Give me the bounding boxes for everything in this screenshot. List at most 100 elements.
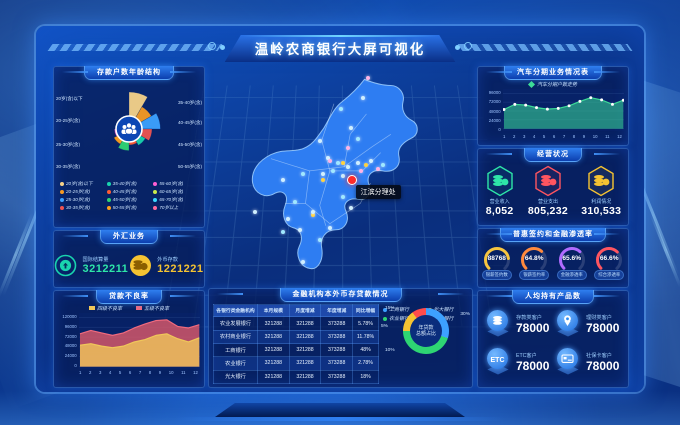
map-marker-active[interactable]: [346, 175, 357, 185]
x-tick-label: 8: [148, 370, 152, 375]
map-dot[interactable]: [338, 106, 343, 111]
gauge-overall-penetration: 66.6% 综合渗透率: [592, 244, 626, 280]
map-dot-layer: [212, 72, 464, 288]
x-tick-label: 9: [158, 370, 162, 375]
map-dot[interactable]: [376, 167, 381, 172]
stat-value: 78000: [516, 320, 550, 335]
donut-ring[interactable]: [403, 308, 450, 354]
x-tick-label: 4: [532, 134, 536, 139]
x-tick-label: 5: [542, 134, 546, 139]
background-beam: [649, 212, 680, 288]
x-tick-label: 3: [522, 134, 526, 139]
x-tick-label: 10: [592, 134, 598, 139]
map-dot[interactable]: [356, 136, 361, 141]
map-dot[interactable]: [298, 227, 303, 232]
stat-value: 78000: [516, 358, 550, 373]
map-dot[interactable]: [285, 216, 290, 221]
map-dot[interactable]: [366, 76, 371, 81]
wenling-map[interactable]: 江滨分理处: [212, 72, 464, 288]
map-dot[interactable]: [361, 95, 366, 100]
panel-title: 普惠签约和金融渗透率: [500, 228, 606, 242]
header: 温岭农商银行大屏可视化: [36, 30, 644, 62]
screen-stand: [215, 403, 465, 417]
map-dot[interactable]: [381, 162, 386, 167]
map-dot[interactable]: [336, 160, 340, 165]
map-dot[interactable]: [300, 171, 305, 176]
gauge-label: 银薪签约数: [481, 270, 512, 280]
x-tick-label: 8: [572, 134, 576, 139]
x-tick-label: 11: [605, 134, 610, 139]
map-dot[interactable]: [356, 160, 361, 165]
y-tick-label: 96000: [488, 90, 501, 95]
map-dot[interactable]: [368, 158, 373, 163]
map-dot[interactable]: [310, 212, 315, 217]
table-row: 农业发展银行 321288 321288 373288 5.78%: [213, 316, 380, 331]
panel-title: 贷款不良率: [96, 290, 162, 304]
stat-label: 营业收入: [489, 199, 510, 205]
stat-value: 78000: [586, 320, 620, 335]
map-dot[interactable]: [358, 169, 363, 174]
age-label: 25-30岁(含): [56, 142, 80, 147]
loan-legend: 汽车分期户数走势: [478, 80, 628, 89]
revenue-hexagon-icon: [486, 165, 513, 197]
coin-stack-icon: [130, 254, 152, 276]
map-dot[interactable]: [341, 160, 346, 165]
panel-forex: 外汇业务 国际结算量 3212211: [53, 230, 205, 288]
stat-value: 78000: [586, 358, 620, 373]
map-dot[interactable]: [252, 210, 257, 215]
map-dot[interactable]: [348, 206, 353, 211]
product-stat-wealth: 理财类客户 78000: [556, 310, 620, 338]
map-dot[interactable]: [341, 195, 346, 200]
map-dot[interactable]: [341, 173, 346, 178]
loan-area-chart[interactable]: [502, 89, 624, 131]
screen-stand-base: [175, 417, 505, 421]
legend-item: 45-50岁(含): [106, 197, 152, 203]
etc-icon: ETC: [487, 348, 508, 369]
y-tick-label: 72000: [488, 99, 501, 105]
forex-stat-international: 国际结算量 3212211: [54, 254, 128, 277]
panel-operation: 经营状况 营业收入 8,052 营业支出 805,232: [477, 148, 629, 226]
legend-item: 60-65岁(含): [153, 189, 198, 195]
dashboard-screen: 温岭农商银行大屏可视化 存款户数年龄结构 20岁(含)以下 20-25岁(含) …: [36, 26, 644, 392]
product-stat-deposit: 存款类客户 78000: [486, 310, 550, 338]
age-rose-chart[interactable]: 20岁(含)以下 20-25岁(含) 25-30岁(含) 30-35岁(含) 3…: [54, 80, 204, 178]
x-tick-label: 10: [168, 370, 174, 375]
age-label: 50-55岁(含): [178, 164, 202, 169]
map-dot[interactable]: [348, 126, 353, 131]
map-dot[interactable]: [293, 199, 298, 204]
y-tick-label: 0: [74, 362, 77, 368]
map-dot[interactable]: [300, 260, 305, 265]
map-dot[interactable]: [320, 171, 325, 176]
map-dot[interactable]: [310, 210, 315, 215]
map-dot[interactable]: [320, 178, 325, 182]
age-label: 40-45岁(含): [178, 120, 202, 125]
panel-loan-trend: 汽车分期业务情况表 汽车分期户数走势 0 24000 48000 72000 96000…: [477, 66, 629, 146]
map-dot[interactable]: [280, 178, 285, 182]
map-dot[interactable]: [363, 162, 368, 167]
gauge-label: 金融渗透率: [556, 270, 587, 280]
map-dot[interactable]: [325, 156, 330, 161]
map-dot[interactable]: [330, 169, 335, 174]
stat-label: 外币存款: [157, 256, 178, 263]
npl-area-chart[interactable]: [78, 313, 200, 369]
gauge-value: 66.6%: [599, 255, 619, 262]
map-dot[interactable]: [328, 225, 333, 230]
legend-item: 五级不良率: [136, 305, 169, 312]
map-dot[interactable]: [318, 238, 323, 243]
deposit-customer-icon: [487, 310, 508, 331]
map-shape[interactable]: [212, 72, 464, 288]
gauge-arc: [558, 247, 585, 273]
gauge-sign-rate: 64.8% 银薪签约率: [517, 244, 551, 280]
map-dot[interactable]: [328, 158, 333, 163]
x-tick-label: 7: [562, 134, 566, 139]
background-beam: [0, 212, 34, 298]
legend-item: 50-55岁(含): [106, 205, 152, 211]
map-dot[interactable]: [280, 229, 285, 234]
rose-chart-canvas[interactable]: [54, 80, 204, 178]
y-tick-label: 0: [498, 127, 501, 132]
legend-item: 55-60岁(含): [153, 181, 198, 187]
map-dot[interactable]: [346, 165, 351, 170]
map-dot[interactable]: [318, 139, 323, 144]
map-dot[interactable]: [346, 145, 351, 150]
